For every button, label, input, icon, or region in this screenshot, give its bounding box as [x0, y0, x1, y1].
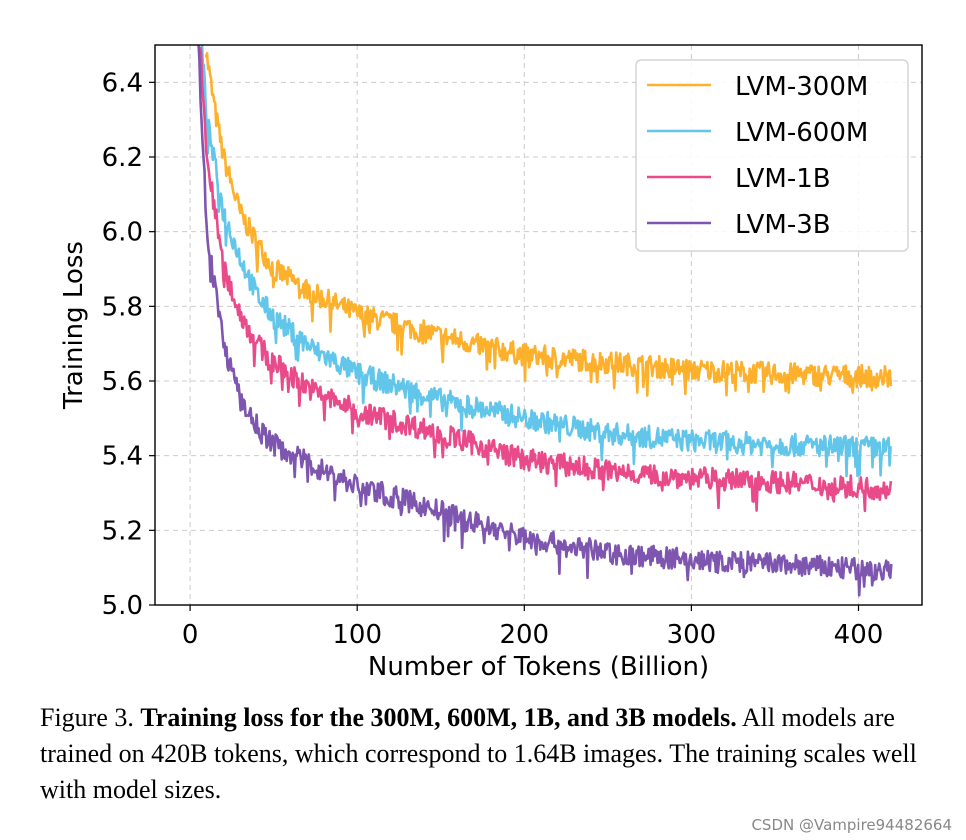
- caption-text: All models are trained on 420B tokens, w…: [40, 703, 917, 804]
- y-tick-label: 5.0: [102, 591, 143, 621]
- legend-label: LVM-300M: [735, 72, 868, 102]
- training-loss-chart: 0 100 200 300 400 5.0 5.2 5.4 5.6 5.8 6.0 6.2 6.4 LVM…: [59, 44, 923, 682]
- y-tick-label: 5.4: [102, 442, 143, 472]
- series-line-lvm-300m: [204, 52, 893, 397]
- caption-title: Training loss for the 300M, 600M, 1B, an…: [140, 703, 737, 732]
- x-tick-label: 400: [834, 620, 884, 650]
- caption-label: Figure 3.: [40, 703, 134, 732]
- x-tick-label: 200: [499, 620, 549, 650]
- watermark: CSDN @Vampire94482664: [751, 816, 952, 834]
- legend-box: [635, 59, 909, 252]
- y-tick-label: 5.6: [102, 367, 143, 397]
- legend-label: LVM-600M: [735, 118, 868, 148]
- x-tick-label: 100: [332, 620, 382, 650]
- y-tick-label: 5.8: [102, 292, 143, 322]
- x-tick-label: 300: [667, 620, 717, 650]
- plot-frame: [154, 44, 923, 606]
- y-axis-label: Training Loss: [59, 241, 89, 410]
- x-axis-label: Number of Tokens (Billion): [368, 652, 709, 682]
- legend-label: LVM-1B: [735, 164, 831, 194]
- y-tick-label: 6.0: [102, 218, 143, 248]
- figure-caption: Figure 3. Training loss for the 300M, 60…: [40, 700, 960, 808]
- series-line-lvm-1b: [198, 46, 893, 513]
- series-line-lvm-3b: [197, 45, 893, 597]
- legend-label: LVM-3B: [735, 210, 831, 240]
- y-tick-label: 6.4: [102, 68, 143, 98]
- y-tick-label: 6.2: [102, 143, 143, 173]
- series-line-lvm-600m: [200, 45, 892, 478]
- x-tick-label: 0: [182, 620, 199, 650]
- y-tick-label: 5.2: [102, 516, 143, 546]
